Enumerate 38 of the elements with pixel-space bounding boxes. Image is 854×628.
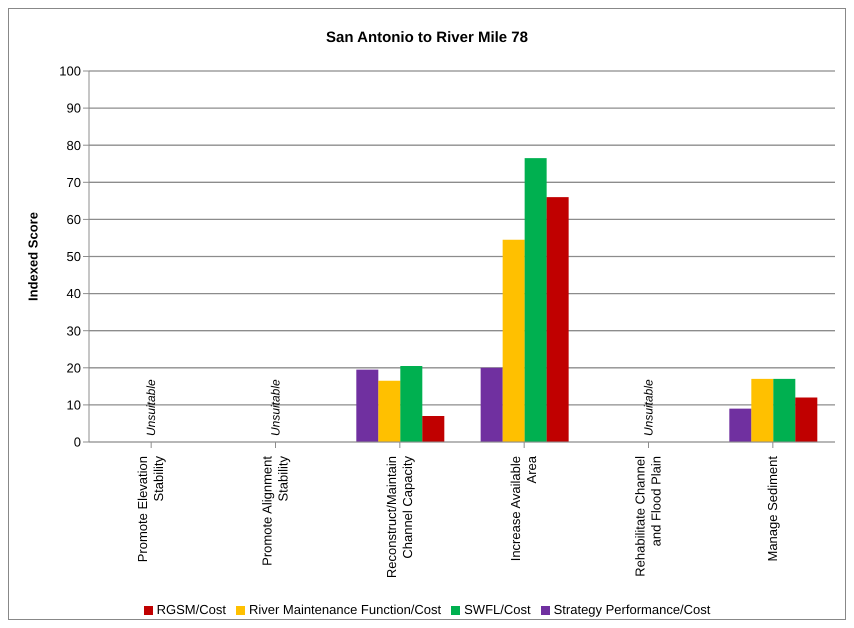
bar bbox=[546, 197, 569, 442]
y-tick-label: 90 bbox=[66, 100, 81, 116]
x-tick-label: Rehabilitate Channel and Flood Plain bbox=[632, 456, 664, 577]
bar bbox=[795, 397, 818, 442]
bar bbox=[502, 240, 525, 442]
y-tick-label: 70 bbox=[66, 174, 81, 190]
bar bbox=[480, 368, 503, 442]
y-tick-label: 40 bbox=[66, 286, 81, 302]
bar bbox=[422, 416, 444, 442]
y-tick-label: 50 bbox=[66, 249, 81, 264]
y-tick-label: 60 bbox=[66, 212, 81, 228]
legend-label: RGSM/Cost bbox=[156, 602, 226, 617]
legend-label: River Maintenance Function/Cost bbox=[248, 602, 442, 617]
annotation: Unsuitable bbox=[144, 378, 158, 436]
y-tick-label: 10 bbox=[66, 398, 81, 413]
y-tick-label: 20 bbox=[66, 360, 81, 376]
annotation: Unsuitable bbox=[268, 378, 282, 436]
legend-label: Strategy Performance/Cost bbox=[554, 602, 710, 617]
y-axis-title: Indexed Score bbox=[26, 212, 41, 301]
y-tick-label: 30 bbox=[66, 323, 81, 338]
bar bbox=[356, 370, 378, 442]
x-tick-label: Promote Elevation Stability bbox=[135, 456, 166, 562]
x-tick-label: Promote Alignment Stability bbox=[260, 456, 290, 566]
chart-title: San Antonio to River Mile 78 bbox=[325, 29, 529, 48]
legend-label: SWFL/Cost bbox=[464, 602, 531, 617]
y-tick-label: 80 bbox=[66, 138, 81, 153]
bar bbox=[773, 378, 796, 442]
x-tick-label: Reconstruct/Maintain Channel Capacity bbox=[384, 456, 415, 578]
y-tick-label: 100 bbox=[59, 64, 81, 79]
y-tick-label: 0 bbox=[74, 434, 81, 450]
x-tick-label: Manage Sediment bbox=[764, 456, 780, 562]
bar bbox=[524, 158, 547, 442]
x-tick-label: Increase Available Area bbox=[508, 455, 540, 562]
bar bbox=[751, 378, 774, 442]
annotation: Unsuitable bbox=[642, 378, 656, 436]
bar bbox=[729, 408, 752, 442]
bar bbox=[400, 366, 422, 442]
bar bbox=[378, 380, 400, 442]
